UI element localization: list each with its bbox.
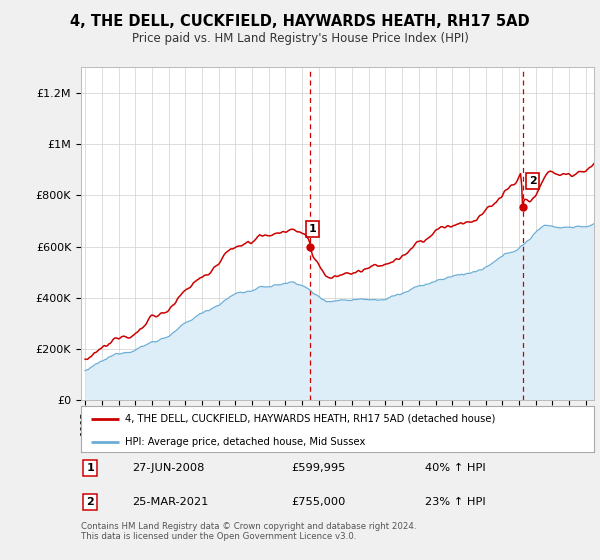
- Text: Contains HM Land Registry data © Crown copyright and database right 2024.
This d: Contains HM Land Registry data © Crown c…: [81, 522, 416, 542]
- Text: Price paid vs. HM Land Registry's House Price Index (HPI): Price paid vs. HM Land Registry's House …: [131, 32, 469, 45]
- Text: 2: 2: [86, 497, 94, 507]
- Text: 4, THE DELL, CUCKFIELD, HAYWARDS HEATH, RH17 5AD: 4, THE DELL, CUCKFIELD, HAYWARDS HEATH, …: [70, 14, 530, 29]
- Text: HPI: Average price, detached house, Mid Sussex: HPI: Average price, detached house, Mid …: [125, 437, 365, 447]
- Text: 4, THE DELL, CUCKFIELD, HAYWARDS HEATH, RH17 5AD (detached house): 4, THE DELL, CUCKFIELD, HAYWARDS HEATH, …: [125, 414, 495, 424]
- Text: 1: 1: [86, 463, 94, 473]
- Text: 27-JUN-2008: 27-JUN-2008: [133, 463, 205, 473]
- Text: £599,995: £599,995: [292, 463, 346, 473]
- Text: 2: 2: [529, 176, 536, 186]
- Text: 40% ↑ HPI: 40% ↑ HPI: [425, 463, 485, 473]
- Text: 25-MAR-2021: 25-MAR-2021: [133, 497, 209, 507]
- Text: 1: 1: [309, 224, 317, 234]
- Text: 23% ↑ HPI: 23% ↑ HPI: [425, 497, 485, 507]
- Text: £755,000: £755,000: [292, 497, 346, 507]
